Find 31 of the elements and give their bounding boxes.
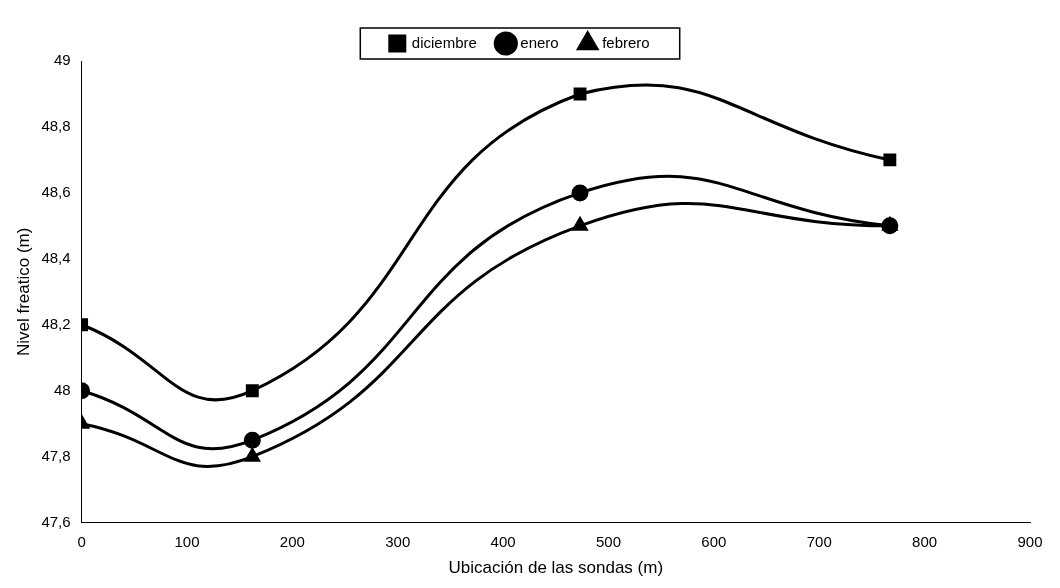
x-tick-label: 100 [174,532,200,550]
y-tick-label: 47,6 [41,512,71,530]
point [572,217,588,231]
x-tick-label: 600 [701,532,727,550]
y-tick-label: 48 [53,380,71,398]
point [571,184,589,202]
y-tick-label: 49 [53,51,71,69]
y-tick-label: 48,2 [41,314,71,332]
x-tick-label: 500 [595,532,621,550]
y-axis-title: Nivel freatico (m) [13,227,33,357]
point [245,384,259,398]
y-tick-label: 48,4 [41,248,71,266]
x-tick-label: 900 [1017,532,1043,550]
x-tick-label: 800 [912,532,938,550]
x-tick-label: 300 [385,532,411,550]
legend-label: diciembre [411,33,477,51]
x-axis-title: Ubicación de las sondas (m) [448,558,664,578]
x-tick-label: 200 [279,532,305,550]
y-tick-label: 47,8 [41,446,71,464]
point [573,87,587,101]
x-tick-label: 0 [77,532,86,550]
point [243,431,261,449]
point [883,153,897,167]
x-tick-label: 700 [806,532,832,550]
legend-label: enero [520,33,559,51]
y-tick-label: 48,8 [41,117,71,135]
x-tick-label: 400 [490,532,516,550]
point [244,448,260,462]
point [881,217,899,235]
y-tick-label: 48,6 [41,183,71,201]
legend-label: febrero [602,33,650,51]
